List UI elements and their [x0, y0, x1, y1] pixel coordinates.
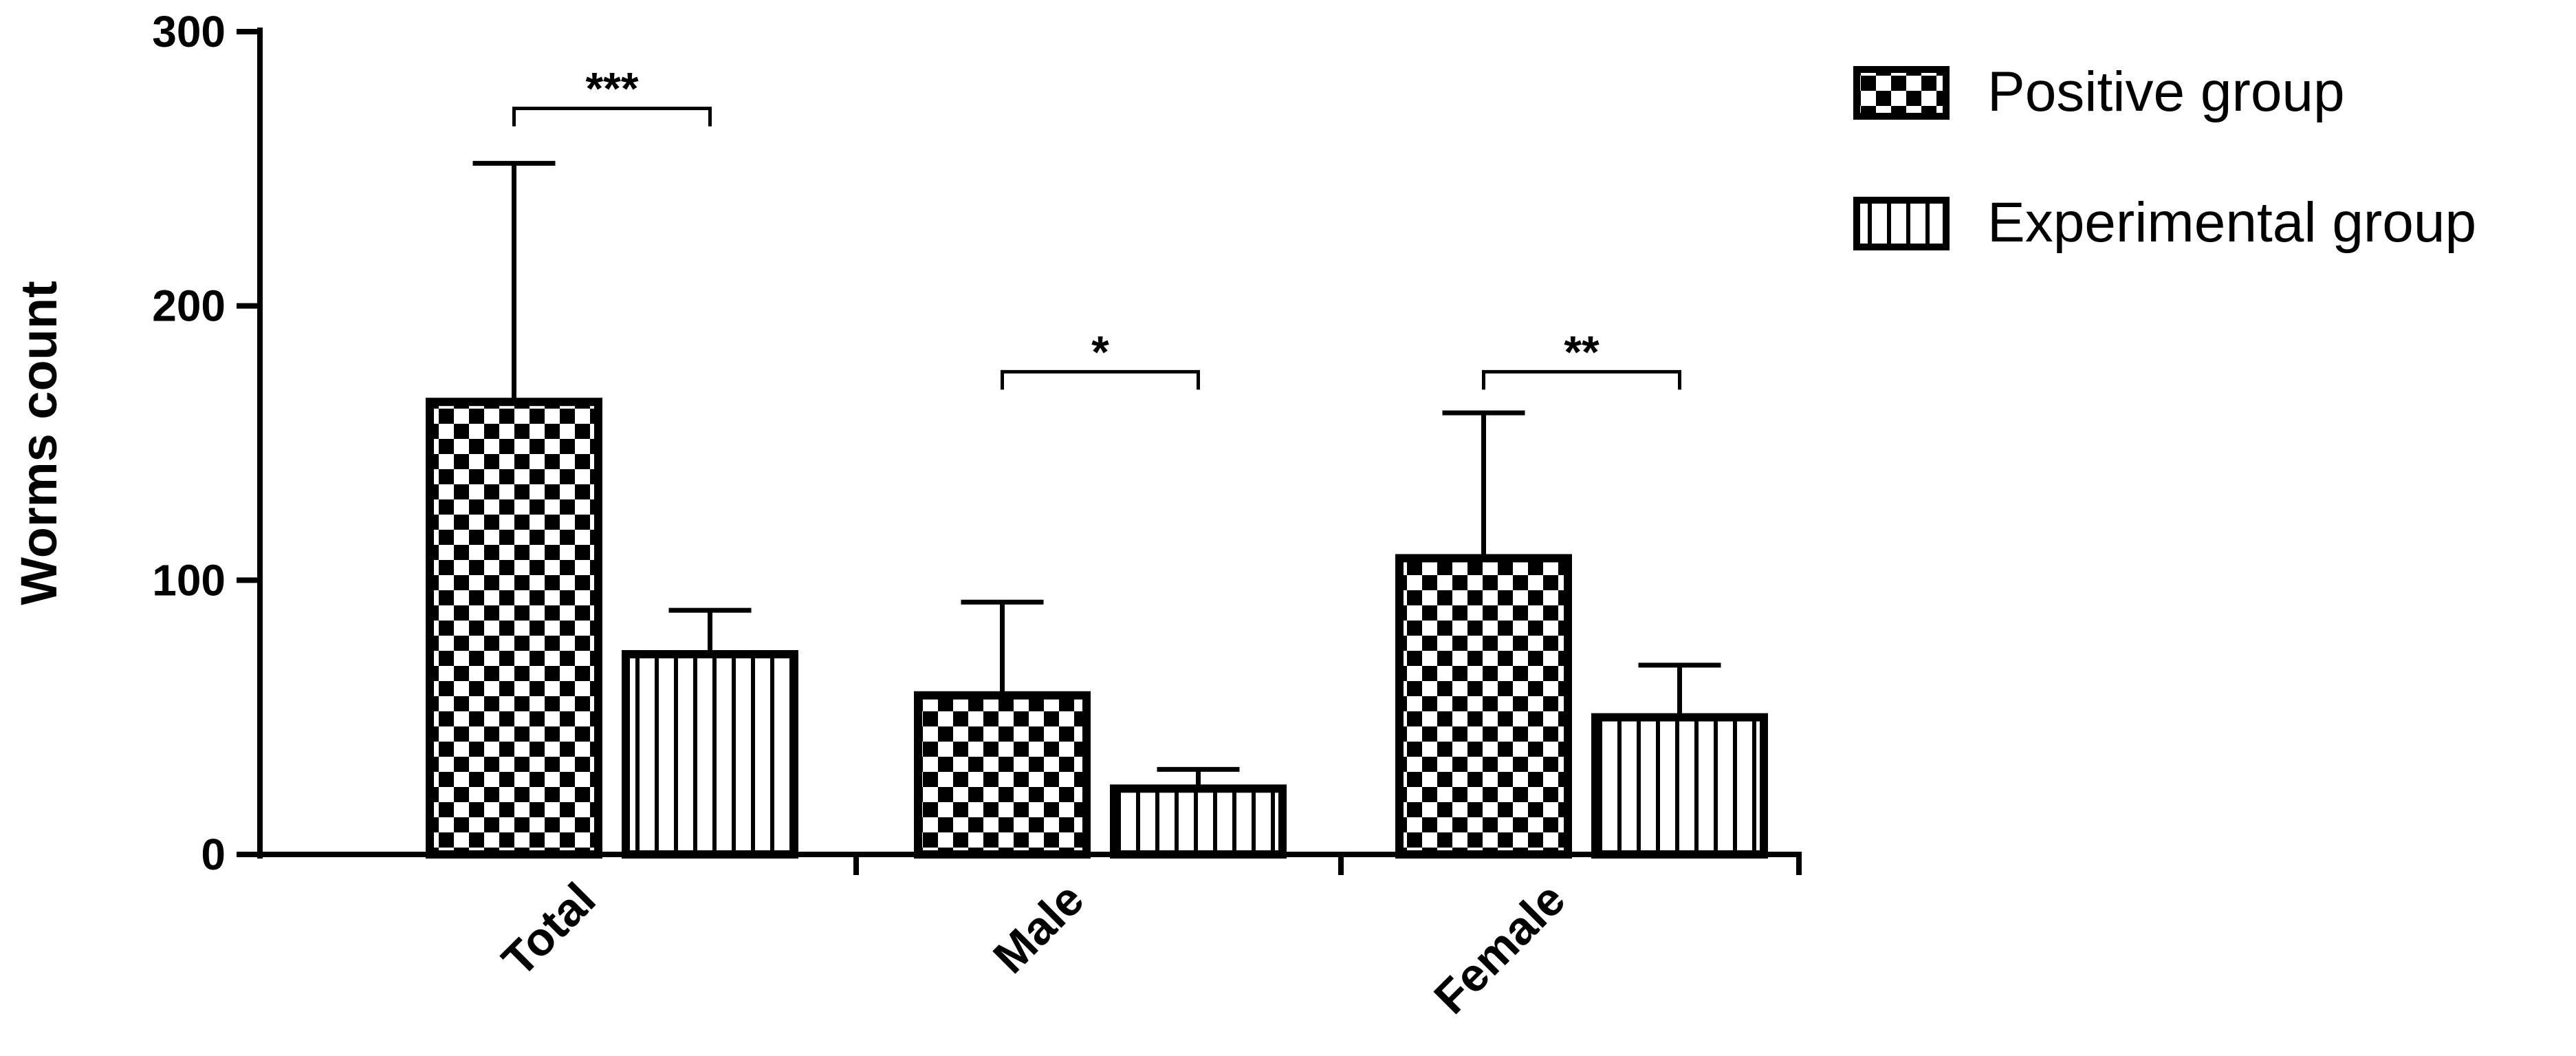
- axes-layer: 0 100 200 300 Total Male Female Worms count: [10, 7, 1802, 1024]
- x-tick-label-total: Total: [492, 873, 606, 987]
- bar-experimental-female: [1591, 713, 1768, 859]
- y-tick-label-200: 200: [152, 281, 226, 331]
- significance-bracket-male: [1001, 369, 1200, 390]
- significance-bracket-total: [512, 107, 712, 127]
- error-bars-layer: [472, 160, 1721, 789]
- y-tick-label-300: 300: [152, 7, 226, 56]
- legend-label-experimental: Experimental group: [1987, 191, 2476, 254]
- bar-experimental-male: [1110, 784, 1287, 859]
- legend-swatch-experimental: [1853, 197, 1950, 250]
- x-tick-label-male: Male: [983, 873, 1094, 984]
- bar-positive-male: [914, 691, 1091, 859]
- y-axis-label: Worms count: [10, 281, 67, 605]
- bar-positive-total: [426, 398, 602, 859]
- legend-swatch-positive: [1853, 66, 1950, 120]
- y-tick-label-0: 0: [201, 830, 226, 879]
- y-tick-label-100: 100: [152, 555, 226, 605]
- significance-label-male: *: [1091, 326, 1109, 377]
- legend-label-positive: Positive group: [1987, 61, 2345, 123]
- significance-bracket-female: [1482, 369, 1681, 390]
- bars-layer: [426, 398, 1768, 859]
- x-tick-label-female: Female: [1424, 873, 1575, 1024]
- significance-label-total: ***: [585, 63, 638, 114]
- significance-layer: **** **: [512, 63, 1681, 390]
- legend: Positive group Experimental group: [1853, 61, 2476, 254]
- bar-positive-female: [1395, 554, 1572, 859]
- significance-label-female: **: [1564, 326, 1600, 377]
- bar-experimental-total: [622, 649, 798, 859]
